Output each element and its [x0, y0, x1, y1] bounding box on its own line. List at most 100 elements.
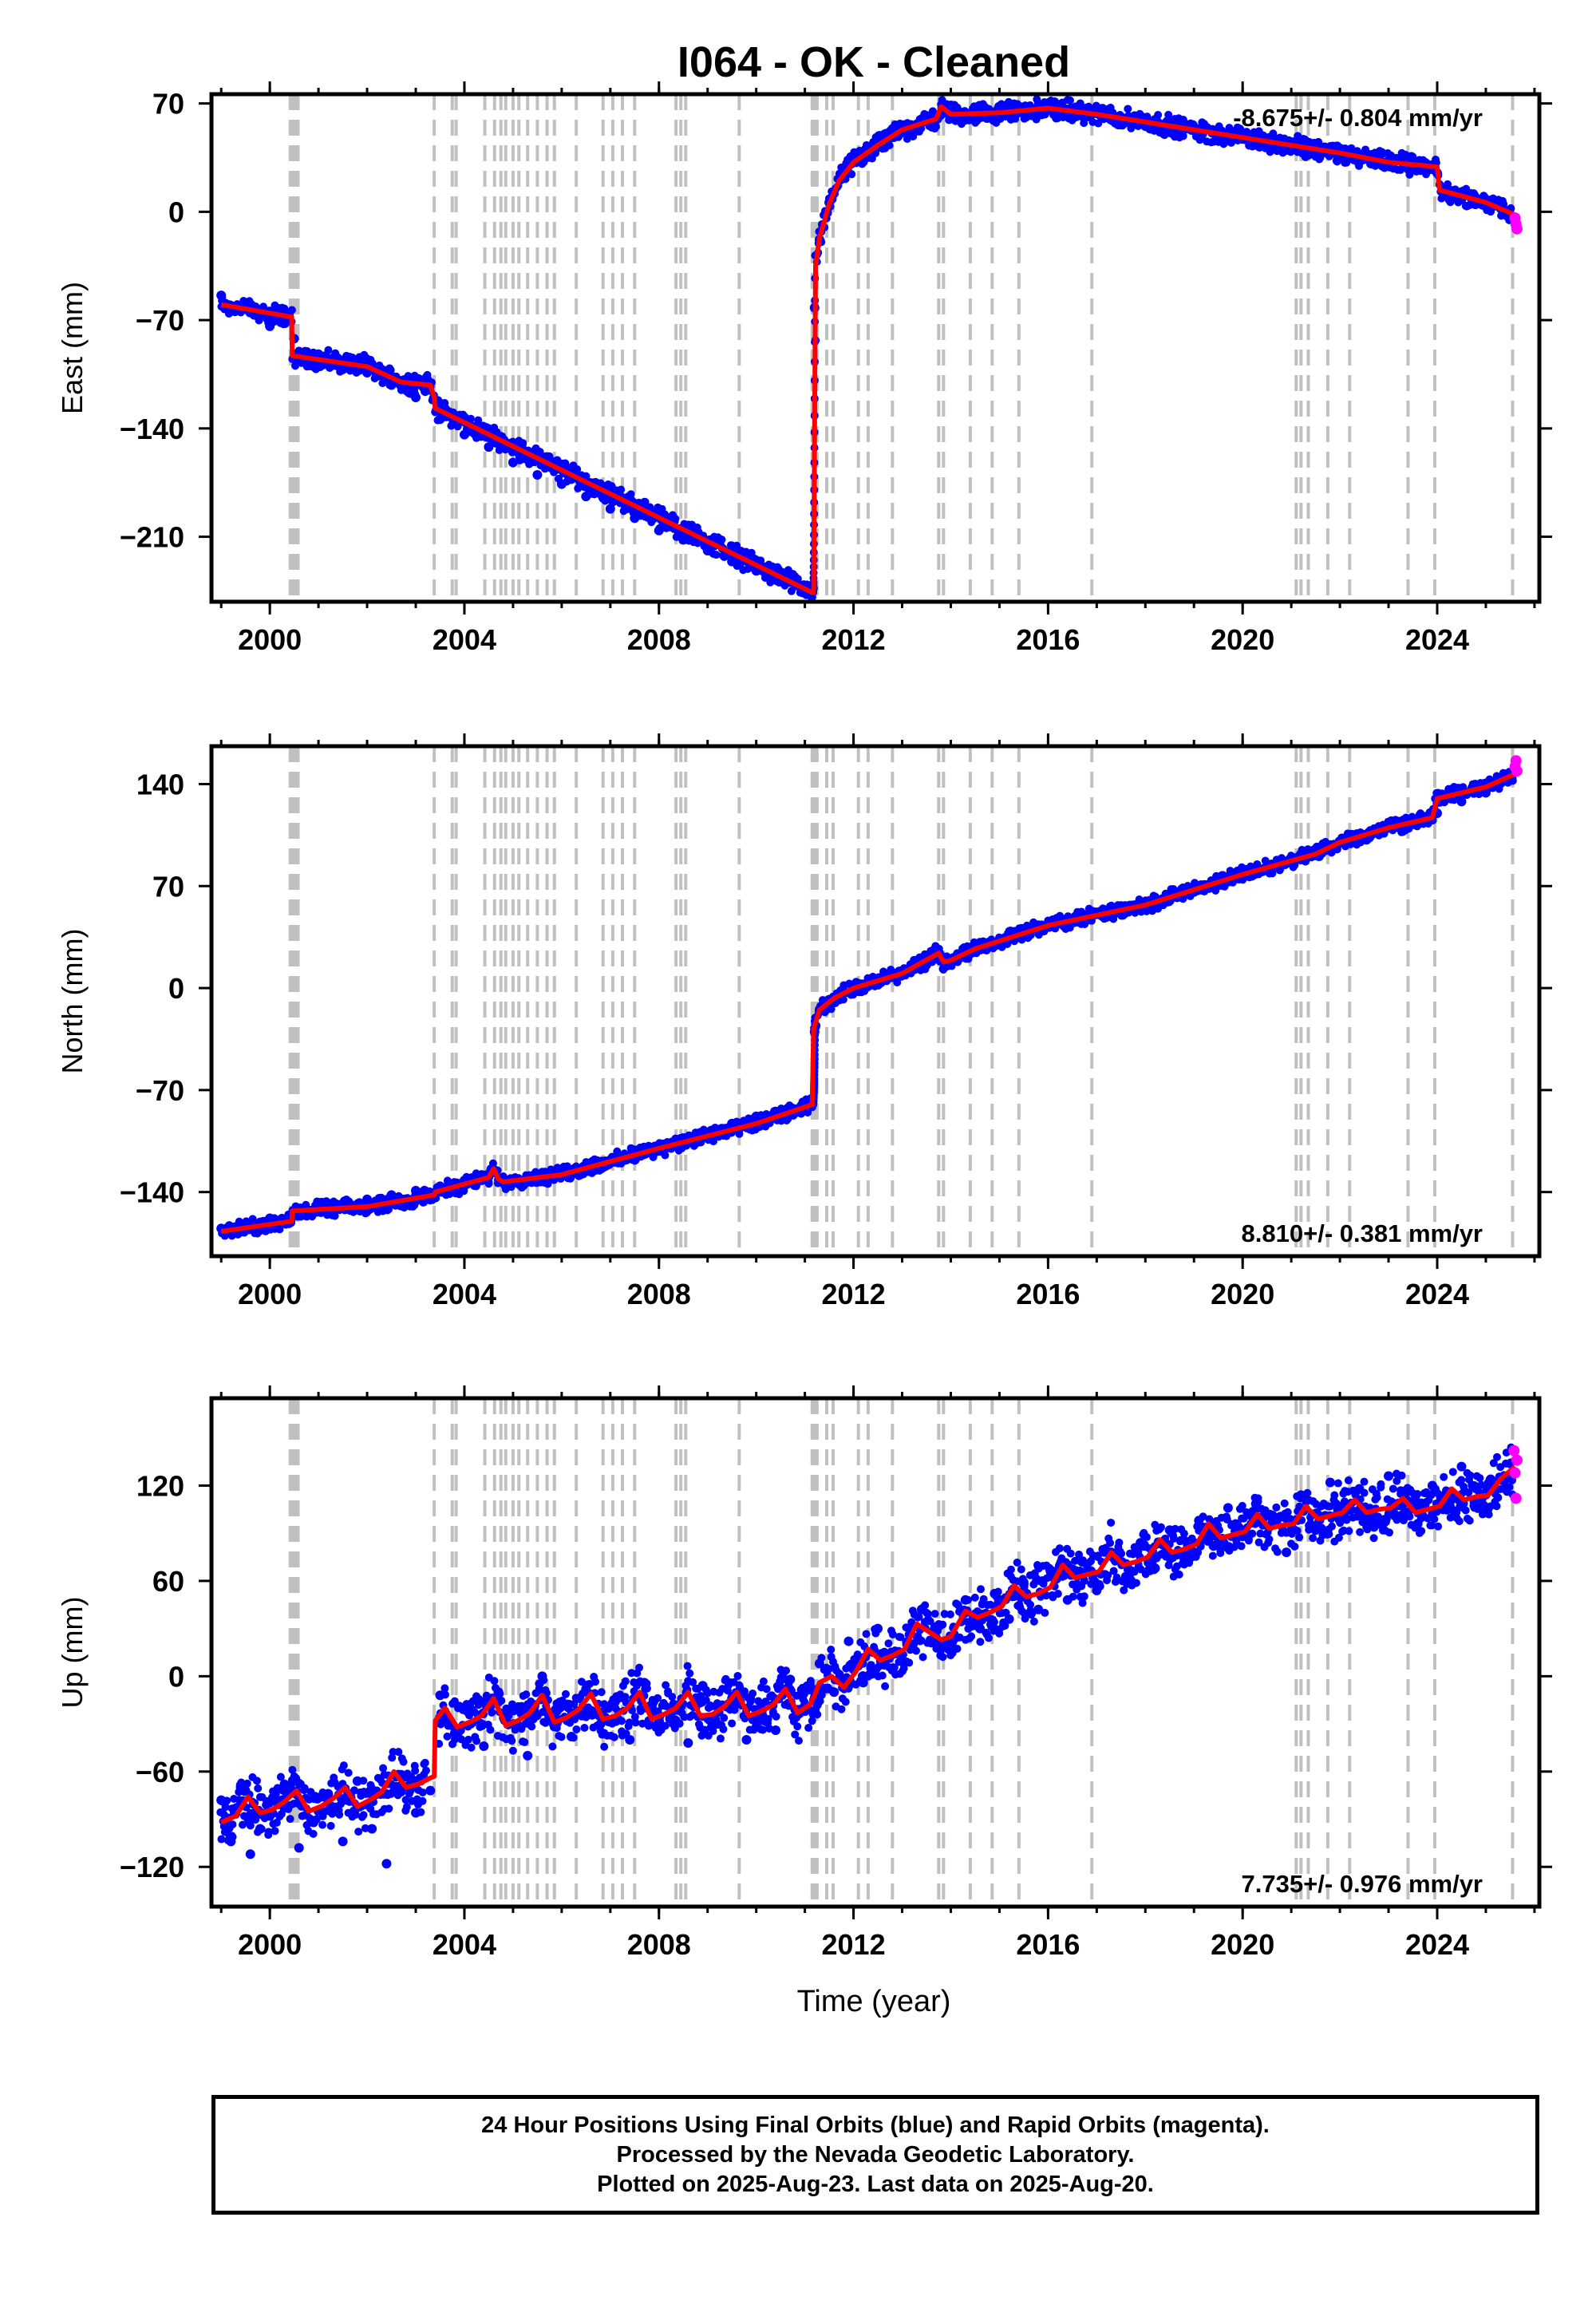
final-point — [808, 1717, 816, 1725]
final-point — [741, 1687, 749, 1696]
final-point — [591, 1678, 600, 1686]
final-orbit-points — [216, 95, 1517, 602]
final-point — [336, 1800, 345, 1808]
final-point — [401, 1796, 410, 1804]
final-point — [762, 1685, 771, 1694]
final-point — [464, 1735, 472, 1744]
y-axis-label: East (mm) — [56, 282, 89, 414]
final-point — [361, 1824, 369, 1832]
final-point — [839, 995, 847, 1004]
x-tick-label: 2016 — [1016, 623, 1080, 656]
y-tick-label: 70 — [152, 870, 184, 903]
y-axis-label: North (mm) — [56, 929, 89, 1074]
final-point — [532, 470, 543, 480]
final-point — [654, 525, 664, 536]
final-point — [354, 1828, 363, 1836]
final-point — [488, 1708, 496, 1717]
final-point — [617, 485, 626, 494]
final-point — [265, 1213, 275, 1223]
final-point — [1456, 796, 1467, 807]
x-tick-label: 2012 — [822, 1278, 886, 1310]
final-point — [813, 1710, 822, 1719]
final-point — [922, 111, 931, 121]
final-point — [1405, 170, 1414, 179]
east-panel: 2000 2004 2008 2012 2016 2020 2024700−70−140−2… — [56, 81, 1552, 656]
final-point — [1219, 140, 1228, 148]
final-point — [759, 1677, 768, 1686]
rapid-point — [1510, 755, 1522, 767]
final-point — [556, 479, 567, 489]
plot-area — [216, 1398, 1523, 1907]
final-point — [1499, 200, 1508, 208]
final-point — [862, 1630, 871, 1638]
x-tick-label: 2004 — [433, 623, 496, 656]
final-point — [1480, 788, 1491, 798]
final-point — [1124, 105, 1132, 113]
final-point — [548, 1742, 557, 1751]
x-tick-label: 2024 — [1405, 623, 1469, 656]
y-tick-label: −140 — [120, 1176, 184, 1209]
final-point — [418, 1788, 427, 1797]
north-panel: 2000 2004 2008 2012 2016 2020 2024140700−70−14… — [56, 733, 1552, 1310]
final-point — [350, 1786, 359, 1795]
y-tick-label: 0 — [168, 196, 184, 228]
final-point — [605, 504, 615, 514]
final-point — [680, 1713, 689, 1721]
final-point — [751, 1111, 761, 1121]
final-point — [1094, 119, 1103, 128]
final-point — [420, 1198, 429, 1207]
final-point — [335, 1810, 344, 1819]
final-point — [221, 1803, 230, 1812]
x-tick-label: 2008 — [627, 623, 691, 656]
final-point — [318, 1820, 327, 1829]
final-point — [572, 1725, 581, 1733]
final-point — [662, 1701, 671, 1710]
final-point — [1080, 119, 1088, 128]
x-tick-label: 2024 — [1405, 1278, 1469, 1310]
y-tick-label: 140 — [136, 768, 184, 800]
y-tick-label: 70 — [152, 88, 184, 121]
final-point — [216, 290, 227, 301]
final-point — [662, 1681, 670, 1690]
final-point — [931, 122, 940, 131]
final-point — [580, 1724, 589, 1733]
final-point — [631, 1718, 640, 1727]
final-point — [827, 1645, 836, 1654]
final-point — [453, 422, 462, 431]
final-point — [264, 1828, 273, 1836]
final-point — [661, 1721, 670, 1730]
final-point — [626, 490, 635, 499]
final-point — [265, 321, 275, 331]
final-point — [457, 1735, 466, 1744]
x-tick-label: 2020 — [1211, 1278, 1274, 1310]
final-point — [1261, 856, 1270, 865]
final-point — [557, 1733, 566, 1741]
final-point — [397, 1788, 406, 1796]
final-point — [994, 101, 1005, 112]
final-point — [1154, 111, 1163, 120]
final-point — [635, 1663, 644, 1672]
final-point — [385, 1804, 393, 1813]
final-point — [702, 546, 713, 556]
final-point — [362, 368, 373, 378]
final-point — [697, 1691, 705, 1700]
plot-frame — [209, 744, 1542, 1259]
final-point — [1225, 124, 1234, 132]
final-point — [299, 1786, 308, 1795]
model-line — [220, 771, 1516, 1234]
y-tick-label: −70 — [136, 304, 184, 337]
x-tick-label: 2012 — [822, 623, 886, 656]
final-point — [816, 1697, 824, 1705]
final-point — [625, 1718, 634, 1727]
final-point — [243, 1779, 251, 1788]
final-point — [472, 1737, 481, 1745]
final-point — [728, 1719, 737, 1728]
final-point — [618, 1717, 626, 1725]
final-point — [630, 1713, 639, 1721]
final-point — [486, 1725, 495, 1734]
final-point — [1269, 129, 1278, 138]
final-point — [271, 1827, 279, 1836]
y-tick-label: −70 — [136, 1074, 184, 1107]
final-point — [443, 1732, 452, 1741]
